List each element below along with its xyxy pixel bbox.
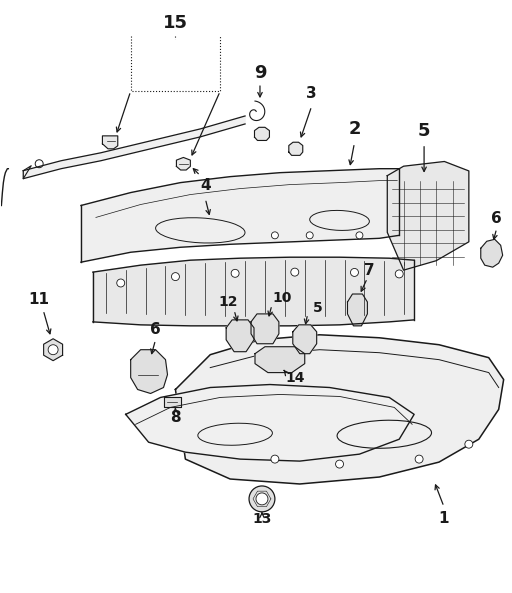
Circle shape [271,455,279,463]
Polygon shape [163,397,181,407]
Circle shape [465,440,473,448]
Text: 10: 10 [272,291,291,305]
Circle shape [291,268,299,276]
Polygon shape [131,350,167,394]
Polygon shape [348,294,368,326]
Polygon shape [126,384,414,461]
Circle shape [117,279,125,287]
Circle shape [335,460,344,468]
Polygon shape [226,320,254,352]
Circle shape [172,273,179,280]
Polygon shape [289,142,303,155]
Circle shape [271,232,279,239]
Text: 5: 5 [418,122,430,140]
Circle shape [256,493,268,505]
Polygon shape [387,161,469,270]
Polygon shape [102,136,118,149]
Circle shape [415,455,423,463]
Polygon shape [251,314,279,344]
Circle shape [231,269,239,278]
Text: 11: 11 [29,292,50,308]
Text: 7: 7 [364,263,375,278]
Polygon shape [177,158,190,170]
Polygon shape [293,325,316,353]
Text: 9: 9 [254,64,266,82]
Text: 2: 2 [348,120,361,138]
Text: 5: 5 [313,301,323,315]
Polygon shape [481,240,503,267]
Text: 8: 8 [170,410,181,425]
Circle shape [351,269,358,276]
Text: 4: 4 [200,178,210,193]
Polygon shape [44,339,62,361]
Polygon shape [93,257,414,326]
Text: 14: 14 [285,371,305,384]
Text: 6: 6 [492,211,502,226]
Polygon shape [23,116,245,178]
Text: 12: 12 [219,295,238,309]
Circle shape [306,232,313,239]
Polygon shape [176,335,504,484]
Circle shape [48,345,58,355]
Circle shape [395,270,403,278]
Text: 15: 15 [163,14,188,33]
Circle shape [249,486,275,512]
Polygon shape [81,168,399,262]
Circle shape [356,232,363,239]
Polygon shape [255,347,305,372]
Text: 13: 13 [252,512,272,526]
Text: 1: 1 [439,511,449,526]
Text: 3: 3 [306,85,317,101]
Polygon shape [254,127,269,141]
Text: 6: 6 [150,323,161,337]
